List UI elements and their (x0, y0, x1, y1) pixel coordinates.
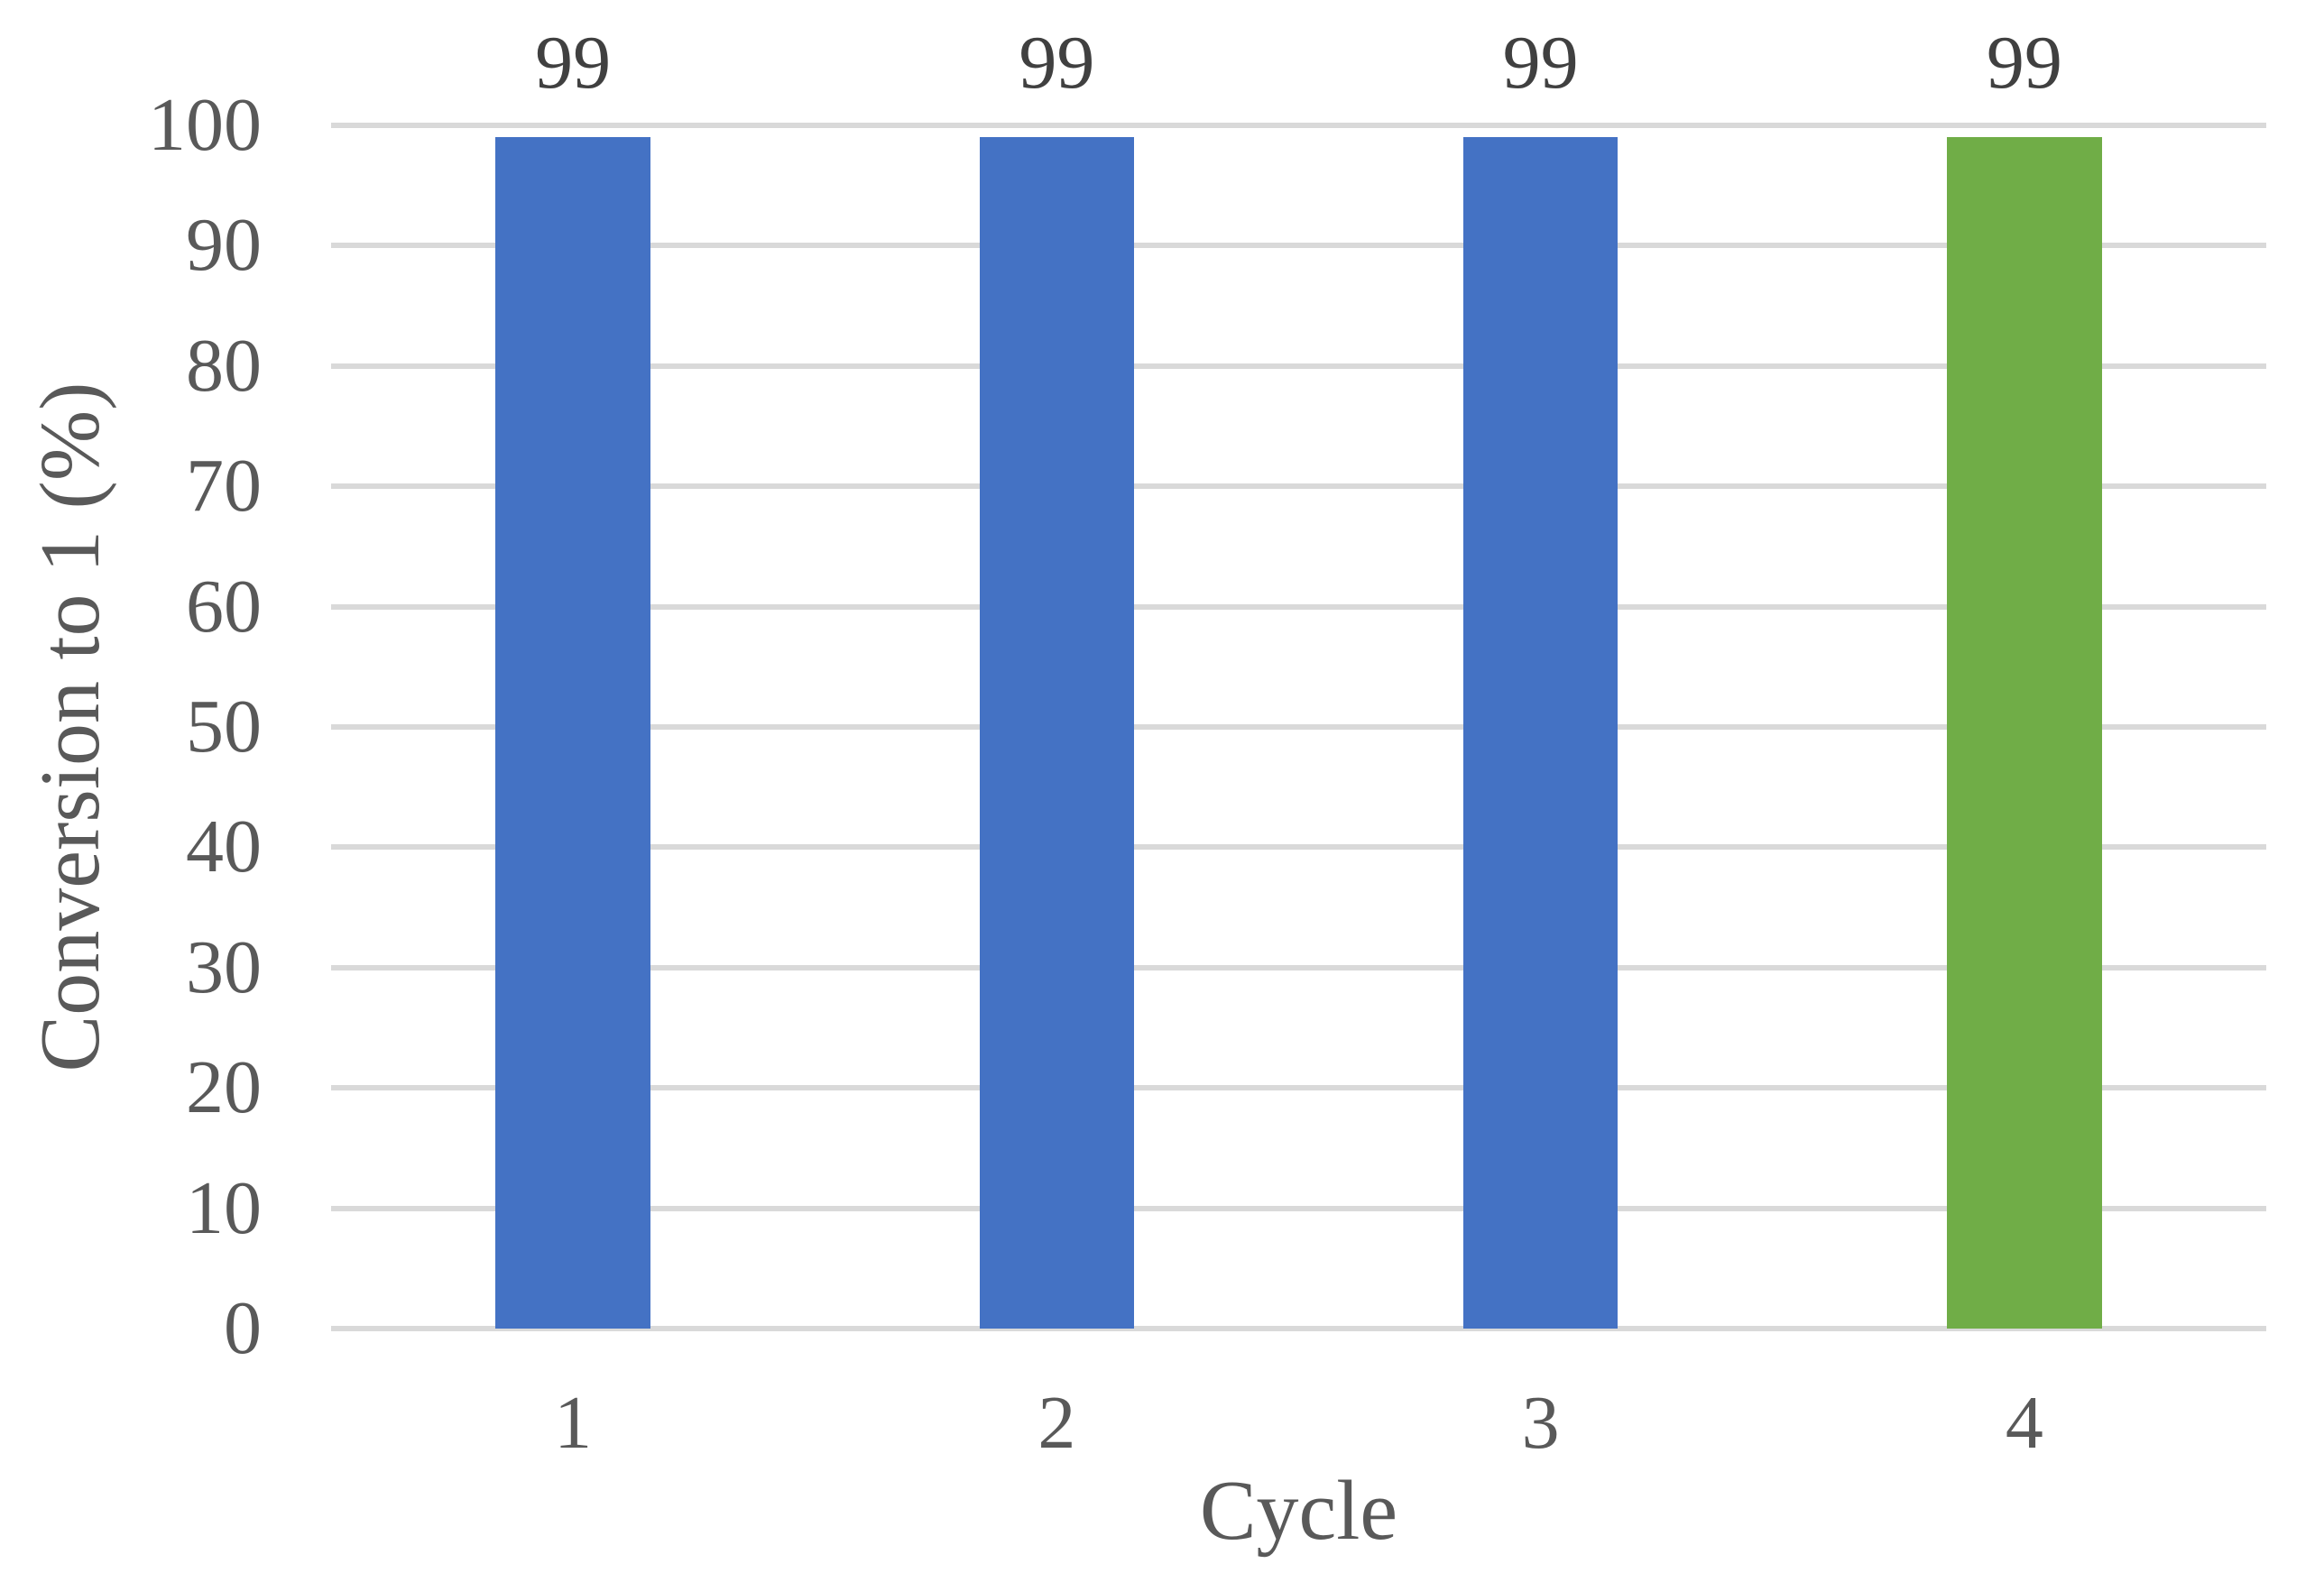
gridline (331, 123, 2266, 128)
gridline (331, 964, 2266, 970)
gridline (331, 844, 2266, 851)
gridline (331, 363, 2266, 369)
x-tick-label: 2 (1038, 1381, 1076, 1465)
bar (979, 137, 1135, 1329)
bar (1947, 137, 2102, 1329)
y-tick-label: 40 (186, 805, 262, 889)
x-tick-label: 3 (1521, 1381, 1560, 1465)
gridline (331, 1326, 2266, 1331)
gridline (331, 1085, 2266, 1091)
y-axis-tick-labels: 0 10 20 30 40 50 60 70 80 90 100 (0, 87, 262, 1366)
gridline (331, 1205, 2266, 1211)
y-tick-label: 80 (186, 323, 262, 408)
gridline (331, 483, 2266, 490)
bar-slot: 99 (815, 25, 1298, 1329)
bar-series: 99 99 99 99 (331, 25, 2266, 1329)
y-tick-label: 60 (186, 564, 262, 649)
bar-slot: 99 (1299, 25, 1783, 1329)
bar-value-label: 99 (535, 21, 612, 106)
gridline (331, 243, 2266, 249)
y-tick-label: 90 (186, 203, 262, 288)
y-tick-label: 30 (186, 924, 262, 1009)
plot-area: 99 99 99 99 (331, 25, 2266, 1331)
y-tick-label: 10 (186, 1165, 262, 1250)
y-tick-label: 0 (224, 1286, 262, 1370)
bar-value-label: 99 (1019, 21, 1095, 106)
bar-value-label: 99 (1986, 21, 2062, 106)
bar (1462, 137, 1618, 1329)
bar-value-label: 99 (1502, 21, 1579, 106)
bar-slot: 99 (1783, 25, 2266, 1329)
x-tick-label: 4 (2005, 1381, 2043, 1465)
y-tick-label: 50 (186, 685, 262, 768)
y-tick-label: 100 (148, 83, 262, 167)
x-axis-title: Cycle (1199, 1464, 1398, 1558)
y-tick-label: 70 (186, 444, 262, 529)
gridline (331, 724, 2266, 730)
x-tick-label: 1 (554, 1381, 593, 1465)
y-tick-label: 20 (186, 1045, 262, 1130)
bar (495, 137, 650, 1329)
gridline (331, 603, 2266, 610)
bar-slot: 99 (331, 25, 815, 1329)
